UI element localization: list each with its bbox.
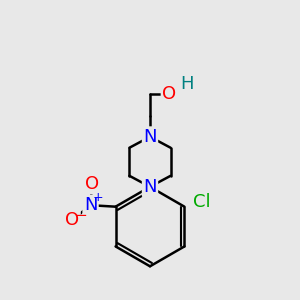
Text: O: O (162, 85, 176, 103)
Text: N: N (143, 128, 157, 146)
Text: Cl: Cl (193, 193, 211, 211)
Text: H: H (181, 75, 194, 93)
Text: N: N (84, 196, 97, 214)
Text: −: − (74, 208, 87, 223)
Text: O: O (85, 175, 99, 193)
Text: +: + (93, 191, 103, 204)
Text: O: O (65, 211, 80, 229)
Text: N: N (143, 178, 157, 196)
